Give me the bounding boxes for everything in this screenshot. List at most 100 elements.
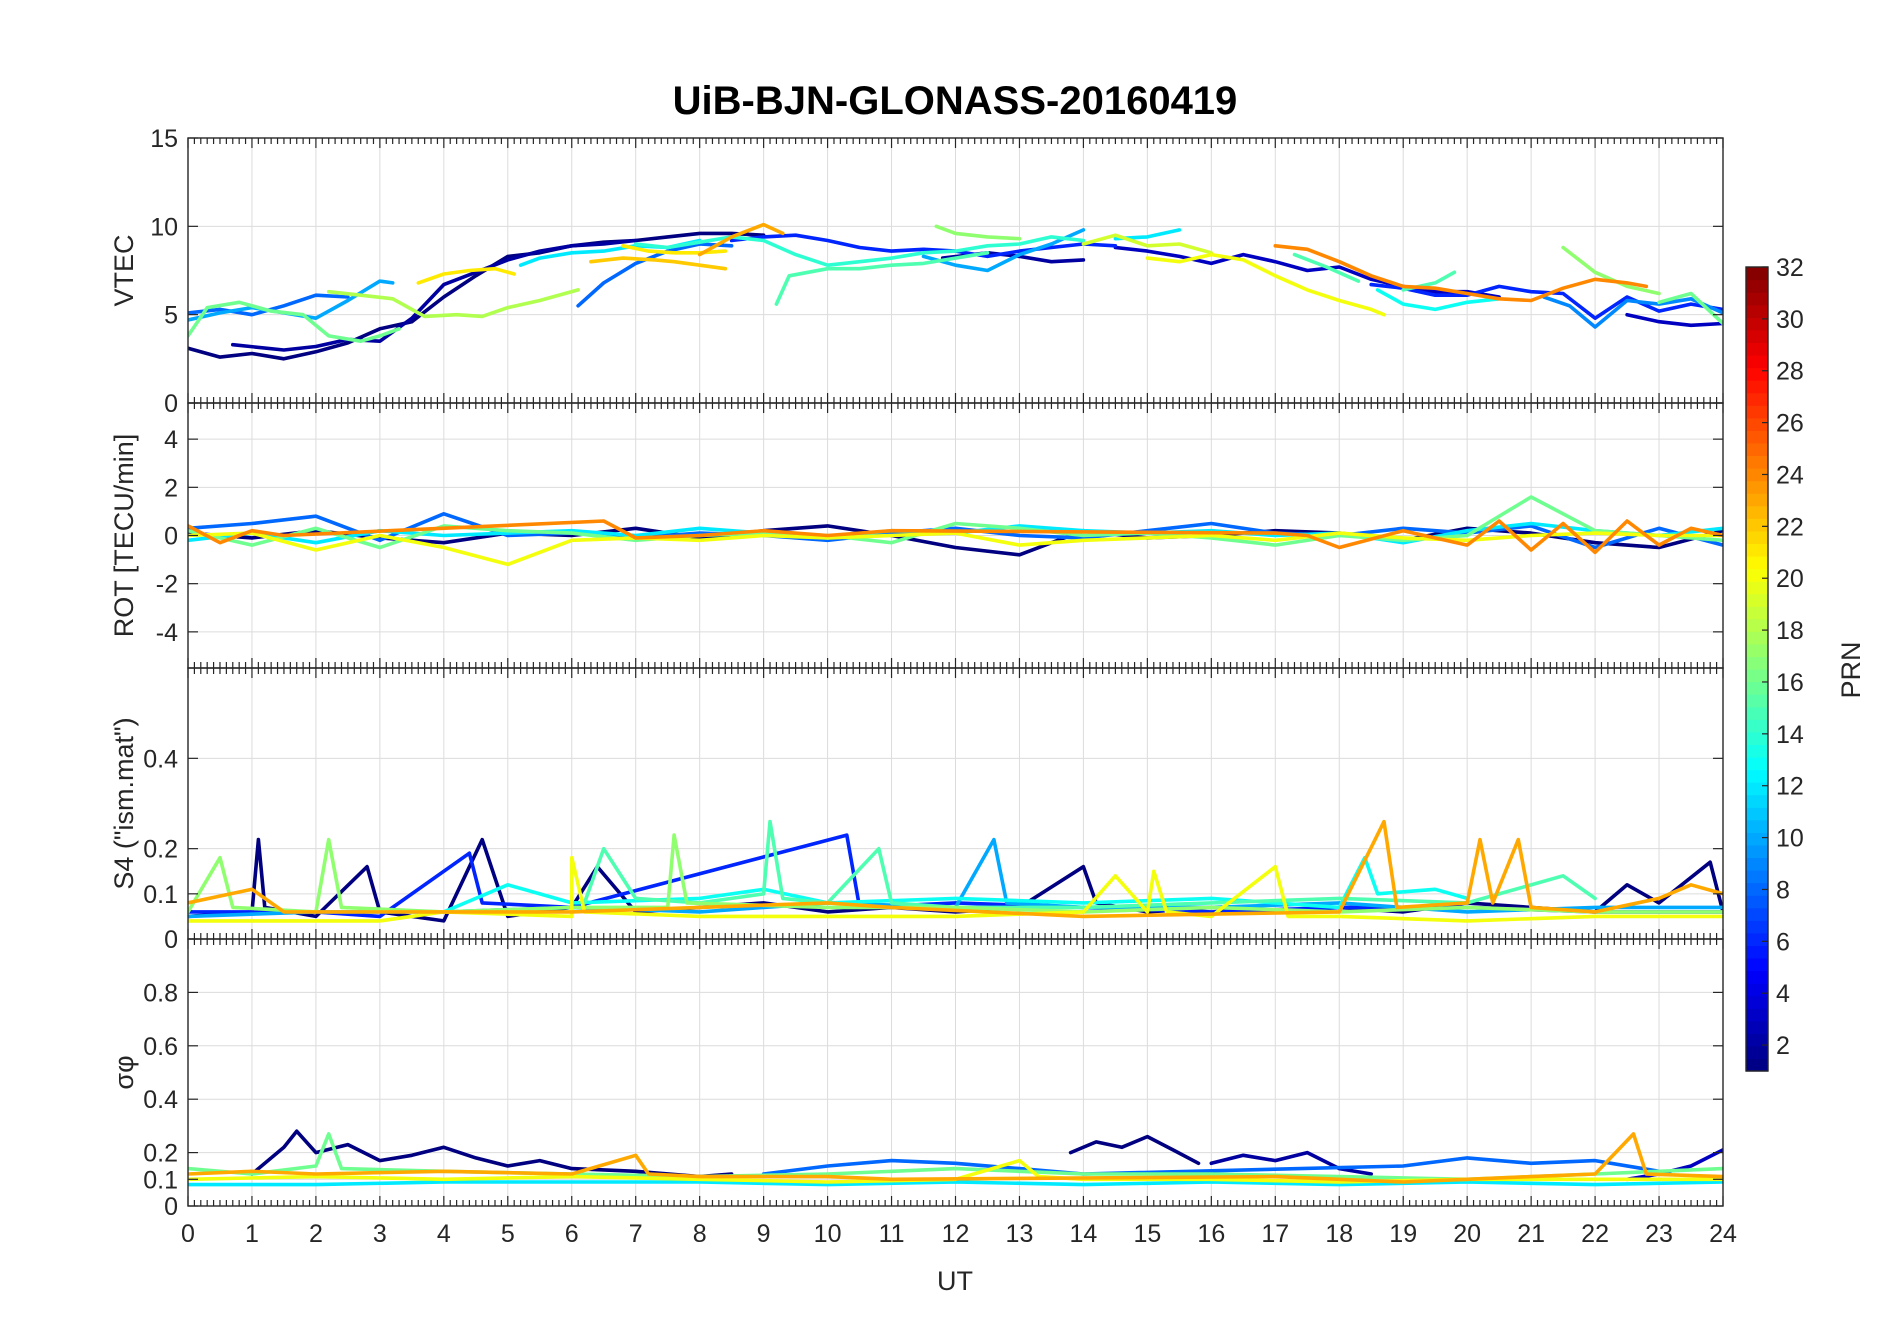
colorbar-segment bbox=[1746, 455, 1768, 469]
colorbar-segment bbox=[1746, 279, 1768, 293]
colorbar-segment bbox=[1746, 970, 1768, 984]
x-tick-label: 17 bbox=[1261, 1220, 1289, 1248]
colorbar-segment bbox=[1746, 292, 1768, 306]
colorbar-label: PRN bbox=[1836, 641, 1866, 698]
x-tick-label: 2 bbox=[309, 1220, 323, 1248]
vtec-y-axis-label: VTEC bbox=[109, 234, 139, 306]
colorbar-segment bbox=[1746, 1008, 1768, 1022]
colorbar-segment bbox=[1746, 907, 1768, 921]
x-tick-label: 8 bbox=[693, 1220, 707, 1248]
colorbar-segment bbox=[1746, 1033, 1768, 1047]
colorbar-segment bbox=[1746, 895, 1768, 909]
colorbar-segment bbox=[1746, 819, 1768, 833]
colorbar-tick-label: 22 bbox=[1776, 513, 1804, 541]
vtec-series-prn-3 bbox=[1113, 245, 1501, 299]
colorbar-tick-label: 28 bbox=[1776, 358, 1804, 386]
s4-y-axis-label: S4 ("ism.mat") bbox=[109, 717, 139, 889]
x-tick-label: 24 bbox=[1709, 1220, 1737, 1248]
colorbar-segment bbox=[1746, 706, 1768, 720]
colorbar-tick-label: 24 bbox=[1776, 461, 1804, 489]
vtec-series-prn-14 bbox=[633, 235, 1086, 268]
colorbar-segment bbox=[1746, 870, 1768, 884]
colorbar-tick-label: 4 bbox=[1776, 980, 1790, 1008]
rot-y-tick-label: -2 bbox=[156, 571, 178, 599]
sigma-y-tick-label: 0.6 bbox=[143, 1033, 178, 1061]
colorbar-segment bbox=[1746, 618, 1768, 632]
rot-y-tick-label: 4 bbox=[164, 426, 178, 454]
colorbar-segment bbox=[1746, 518, 1768, 532]
colorbar-tick-label: 2 bbox=[1776, 1032, 1790, 1060]
colorbar-segment bbox=[1746, 769, 1768, 783]
x-tick-label: 6 bbox=[565, 1220, 579, 1248]
colorbar-segment bbox=[1746, 555, 1768, 570]
x-tick-label: 3 bbox=[373, 1220, 387, 1248]
s4-y-tick-label: 0.2 bbox=[143, 836, 178, 864]
colorbar-segment bbox=[1746, 719, 1768, 733]
colorbar-segment bbox=[1746, 731, 1768, 745]
colorbar-segment bbox=[1746, 932, 1768, 946]
colorbar-segment bbox=[1746, 782, 1768, 796]
vtec-y-tick-label: 15 bbox=[150, 125, 178, 153]
colorbar-segment bbox=[1746, 920, 1768, 934]
colorbar-segment bbox=[1746, 756, 1768, 771]
colorbar-segment bbox=[1746, 744, 1768, 758]
colorbar-segment bbox=[1746, 304, 1768, 318]
colorbar-segment bbox=[1746, 405, 1768, 419]
colorbar-segment bbox=[1746, 329, 1768, 343]
colorbar-segment bbox=[1746, 857, 1768, 871]
vtec-series-prn-16 bbox=[188, 300, 401, 344]
x-tick-label: 0 bbox=[181, 1220, 195, 1248]
vtec-series-prn-6 bbox=[729, 233, 1118, 259]
x-tick-label: 11 bbox=[879, 1220, 905, 1248]
colorbar-segment bbox=[1746, 593, 1768, 607]
colorbar-segment bbox=[1746, 392, 1768, 406]
colorbar-segment bbox=[1746, 568, 1768, 582]
colorbar-segment bbox=[1746, 417, 1768, 431]
chart-title: UiB-BJN-GLONASS-20160419 bbox=[673, 79, 1238, 123]
colorbar-segment bbox=[1746, 342, 1768, 356]
colorbar-segment bbox=[1746, 493, 1768, 507]
rot-y-tick-label: 0 bbox=[164, 523, 178, 551]
s4-y-tick-label: 0 bbox=[164, 926, 178, 954]
vtec-y-tick-label: 10 bbox=[150, 213, 178, 241]
rot-series-prn-8 bbox=[188, 511, 1723, 550]
s4-series-prn-23 bbox=[188, 819, 1723, 919]
colorbar-segment bbox=[1746, 543, 1768, 557]
sigma-series-prn-1 bbox=[250, 1129, 734, 1179]
sigma-y-tick-label: 0 bbox=[164, 1193, 178, 1221]
sigma-y-tick-label: 0.1 bbox=[143, 1166, 178, 1194]
sigma-y-tick-label: 0.8 bbox=[143, 979, 178, 1007]
vtec-series-prn-16 bbox=[1657, 291, 1723, 326]
x-tick-label: 20 bbox=[1453, 1220, 1481, 1248]
s4-y-tick-label: 0.1 bbox=[143, 881, 178, 909]
vtec-series-prn-9 bbox=[1542, 295, 1723, 329]
vtec-series-prn-2 bbox=[231, 238, 638, 352]
colorbar-segment bbox=[1746, 505, 1768, 519]
colorbar-segment bbox=[1746, 983, 1768, 997]
s4-series-prn-15 bbox=[582, 819, 1597, 910]
x-axis-label: UT bbox=[937, 1266, 973, 1296]
x-tick-label: 22 bbox=[1581, 1220, 1609, 1248]
colorbar-tick-label: 32 bbox=[1776, 254, 1804, 282]
colorbar-tick-label: 12 bbox=[1776, 773, 1804, 801]
colorbar-segment bbox=[1746, 442, 1768, 457]
sigma-series-prn-23 bbox=[188, 1132, 1723, 1184]
colorbar-tick-label: 18 bbox=[1776, 617, 1804, 645]
rot-y-axis-label: ROT [TECU/min] bbox=[109, 434, 139, 638]
colorbar-segment bbox=[1746, 832, 1768, 846]
vtec-series-prn-22 bbox=[589, 256, 728, 271]
colorbar-segment bbox=[1746, 367, 1768, 381]
colorbar-segment bbox=[1746, 606, 1768, 620]
s4-series-prn-20 bbox=[188, 855, 1723, 923]
rot-series-prn-20 bbox=[188, 531, 1723, 567]
x-tick-label: 1 bbox=[245, 1220, 259, 1248]
colorbar-tick-label: 14 bbox=[1776, 721, 1804, 749]
colorbar-tick-label: 8 bbox=[1776, 876, 1790, 904]
x-tick-label: 12 bbox=[942, 1220, 970, 1248]
colorbar-segment bbox=[1746, 694, 1768, 708]
vtec-series-prn-13 bbox=[1375, 288, 1501, 312]
rot-series-prn-24 bbox=[188, 519, 1723, 555]
x-tick-label: 21 bbox=[1517, 1220, 1545, 1248]
colorbar-tick-label: 6 bbox=[1776, 928, 1790, 956]
